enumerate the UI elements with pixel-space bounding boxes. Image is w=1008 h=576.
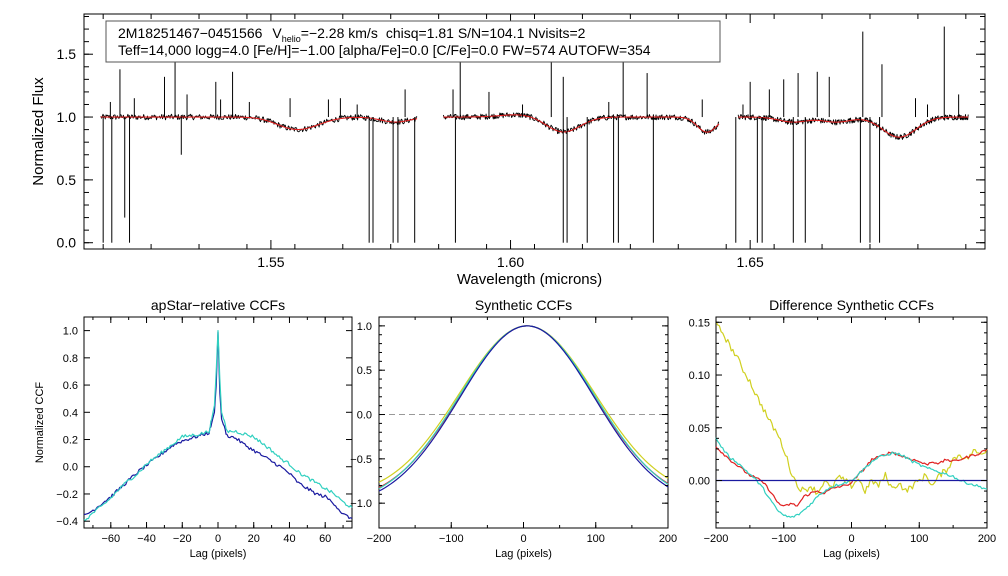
synthetic-ccf-line-1 <box>378 325 669 483</box>
difference-ccf-line-1 <box>715 321 988 495</box>
difference-ccf-title: Difference Synthetic CCFs <box>769 297 934 313</box>
y-tick-label: 0.4 <box>63 407 78 419</box>
x-tick-label: 0 <box>520 533 526 545</box>
y-tick-label: 0.6 <box>63 380 78 392</box>
model-spectrum-chip-1 <box>100 116 418 131</box>
model-spectrum-chip-3 <box>738 116 969 138</box>
apstar-ccf-x-axis-label: Lag (pixels) <box>190 548 247 560</box>
y-tick-label: 0.0 <box>57 235 77 251</box>
x-tick-label: 100 <box>910 533 928 545</box>
y-tick-label: 0.5 <box>57 172 77 188</box>
info-v-subscript: helio <box>282 34 301 44</box>
y-tick-label: 0.5 <box>357 365 372 377</box>
y-tick-label: 0.15 <box>689 317 710 329</box>
y-tick-label: 0.05 <box>689 423 710 435</box>
spectrum-panel: 1.55 1.60 1.65 0.0 0.5 1.0 1.5 Wavelength (mic… <box>30 13 986 288</box>
y-tick-label: −0.4 <box>56 516 78 528</box>
apstar-ccf-title: apStar−relative CCFs <box>151 297 285 313</box>
apstar-ccf-line-1 <box>83 331 353 520</box>
difference-ccf-panel: Difference Synthetic CCFs −200 −100 0 100 20… <box>689 297 997 560</box>
y-tick-label: 1.5 <box>57 46 77 62</box>
x-tick-label: 60 <box>319 533 331 545</box>
x-tick-label: 1.55 <box>257 254 284 270</box>
x-tick-label: −40 <box>137 533 156 545</box>
x-tick-label: 40 <box>283 533 295 545</box>
x-tick-label: 200 <box>659 533 677 545</box>
synthetic-ccf-axes: −200 −100 0 100 200 −1.0 −0.5 0.0 0.5 1.0 <box>350 316 677 545</box>
x-tick-label: −20 <box>173 533 192 545</box>
y-tick-label: 0.10 <box>689 370 710 382</box>
synthetic-ccf-plot-frame <box>378 316 669 529</box>
x-tick-label: −100 <box>439 533 464 545</box>
y-tick-label: 1.0 <box>357 321 372 333</box>
info-v-value: =−2.28 km/s <box>301 25 378 41</box>
x-tick-label: −200 <box>704 533 729 545</box>
y-tick-label: −1.0 <box>350 498 372 510</box>
x-tick-label: 200 <box>978 533 996 545</box>
synthetic-ccf-series-group <box>378 325 669 492</box>
x-tick-label: −60 <box>101 533 120 545</box>
x-tick-label: 0 <box>215 533 221 545</box>
spectrum-x-axis-label: Wavelength (microns) <box>457 271 602 288</box>
difference-ccf-axes: −200 −100 0 100 200 0.00 0.05 0.10 0.15 <box>689 317 996 545</box>
x-tick-label: 1.60 <box>497 254 524 270</box>
x-tick-label: −100 <box>771 533 796 545</box>
info-stats: chisq=1.81 S/N=104.1 Nvisits=2 <box>386 25 586 41</box>
info-v-prefix: V <box>272 25 282 41</box>
spectrum-series-group <box>100 26 969 243</box>
difference-ccf-series-group <box>715 321 988 518</box>
x-tick-label: 20 <box>248 533 260 545</box>
info-box-frame <box>105 20 721 63</box>
y-tick-label: 0.0 <box>357 410 372 422</box>
apstar-ccf-panel: apStar−relative CCFs −60 −40 −20 0 20 40 60 −0.… <box>34 297 353 560</box>
difference-ccf-plot-frame <box>715 316 988 529</box>
synthetic-ccf-line-3 <box>378 325 669 490</box>
x-tick-label: −200 <box>367 533 392 545</box>
info-object: 2M18251467−0451566 <box>118 25 263 41</box>
y-tick-label: −0.2 <box>56 489 78 501</box>
y-tick-label: 0.0 <box>63 462 78 474</box>
spectrum-info-box: 2M18251467−0451566 Vhelio=−2.28 km/s chisq… <box>105 20 721 63</box>
y-tick-label: 1.0 <box>57 109 77 125</box>
synthetic-ccf-title: Synthetic CCFs <box>475 297 572 313</box>
x-tick-label: 1.65 <box>737 254 764 270</box>
apstar-ccf-series-group <box>83 330 353 522</box>
synthetic-ccf-x-axis-label: Lag (pixels) <box>495 548 552 560</box>
y-tick-label: 0.00 <box>689 476 710 488</box>
info-line-params: Teff=14,000 logg=4.0 [Fe/H]=−1.00 [alpha… <box>118 42 651 58</box>
difference-ccf-line-2 <box>715 446 988 507</box>
apstar-ccf-line-2 <box>83 330 353 522</box>
y-tick-label: 0.8 <box>63 353 78 365</box>
spectrum-axes: 1.55 1.60 1.65 0.0 0.5 1.0 1.5 <box>57 14 985 270</box>
spectrum-y-axis-label: Normalized Flux <box>30 77 47 186</box>
info-line-object: 2M18251467−0451566 Vhelio=−2.28 km/s chisq… <box>118 25 586 44</box>
observed-spectrum-chip-3 <box>737 114 969 140</box>
difference-ccf-x-axis-label: Lag (pixels) <box>823 548 880 560</box>
apstar-ccf-y-axis-label: Normalized CCF <box>34 382 46 464</box>
x-tick-label: 0 <box>848 533 854 545</box>
synthetic-ccf-panel: Synthetic CCFs −200 −100 0 100 200 −1.0 −0.5 0.… <box>350 297 677 560</box>
y-tick-label: −0.5 <box>350 454 372 466</box>
synthetic-ccf-line-2 <box>378 325 669 489</box>
y-tick-label: 0.2 <box>63 435 78 447</box>
x-tick-label: 100 <box>587 533 605 545</box>
observed-spectrum-chip-2 <box>443 112 720 135</box>
y-tick-label: 1.0 <box>63 326 78 338</box>
synthetic-ccf-line-4 <box>378 325 669 492</box>
apstar-ccf-axes: −60 −40 −20 0 20 40 60 −0.4 −0.2 0.0 0.2 0.4 0.6 0.8 1… <box>56 317 352 545</box>
